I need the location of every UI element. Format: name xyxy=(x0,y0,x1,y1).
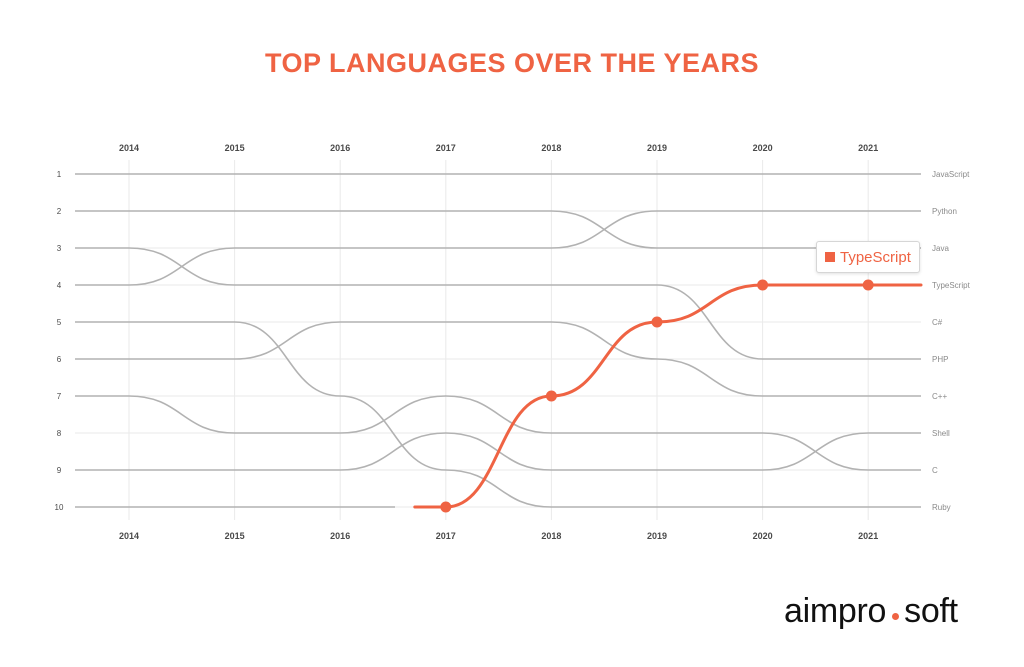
bottom-year-tick-label: 2017 xyxy=(436,531,456,541)
rank-tick-label: 3 xyxy=(57,244,62,253)
logo-text-part1: aimpro xyxy=(784,592,887,630)
series-end-label: Java xyxy=(932,244,949,253)
series-end-label: C# xyxy=(932,318,943,327)
tooltip-label: TypeScript xyxy=(840,248,911,266)
top-year-tick-label: 2017 xyxy=(436,143,456,153)
series-point-typescript xyxy=(862,279,874,291)
series-line-shell xyxy=(75,395,921,471)
series-point-typescript xyxy=(757,279,769,291)
top-year-tick-label: 2014 xyxy=(119,143,139,153)
series-point-typescript xyxy=(651,316,663,328)
rank-tick-label: 2 xyxy=(57,207,62,216)
bottom-year-tick-label: 2015 xyxy=(225,531,245,541)
rank-tick-label: 8 xyxy=(57,429,62,438)
brand-logo: aimpro soft xyxy=(784,592,958,631)
series-line-php xyxy=(75,321,921,508)
series-end-label: PHP xyxy=(932,355,948,364)
series-end-label: JavaScript xyxy=(932,170,970,179)
series-end-label: Python xyxy=(932,207,957,216)
rank-tick-label: 5 xyxy=(57,318,62,327)
bottom-year-tick-label: 2019 xyxy=(647,531,667,541)
bottom-year-tick-label: 2018 xyxy=(541,531,561,541)
series-line-python xyxy=(75,210,921,249)
top-year-tick-label: 2021 xyxy=(858,143,878,153)
series-end-label: Ruby xyxy=(932,503,951,512)
tooltip-swatch-icon xyxy=(825,252,835,262)
logo-dot-icon xyxy=(892,613,900,620)
rank-tick-label: 1 xyxy=(57,170,62,179)
rank-tick-label: 7 xyxy=(57,392,62,401)
series-line-csharp xyxy=(75,210,921,286)
series-point-typescript xyxy=(440,501,452,513)
chart-title: TOP LANGUAGES OVER THE YEARS xyxy=(264,48,760,78)
top-year-tick-label: 2015 xyxy=(225,143,245,153)
rank-tick-label: 6 xyxy=(57,355,62,364)
series-line-cpp xyxy=(75,321,921,397)
series-line-typescript xyxy=(413,283,923,509)
rank-tick-label: 4 xyxy=(57,281,62,290)
series-point-typescript xyxy=(545,390,557,402)
top-year-tick-label: 2019 xyxy=(647,143,667,153)
series-end-label: C++ xyxy=(932,392,947,401)
series-end-label: TypeScript xyxy=(932,281,971,290)
top-year-tick-label: 2018 xyxy=(541,143,561,153)
series-end-label: C xyxy=(932,466,938,475)
top-year-tick-label: 2020 xyxy=(753,143,773,153)
top-year-axis: 2014 2015 2016 2017 2018 2019 2020 2021 xyxy=(119,143,878,153)
top-year-tick-label: 2016 xyxy=(330,143,350,153)
grid-layer xyxy=(75,160,921,520)
bottom-year-tick-label: 2014 xyxy=(119,531,139,541)
rank-tick-label: 10 xyxy=(55,503,64,512)
bottom-year-tick-label: 2016 xyxy=(330,531,350,541)
rank-tick-label: 9 xyxy=(57,466,62,475)
language-labels: JavaScript Python Java TypeScript C# PHP C++ Sh… xyxy=(932,170,971,512)
bottom-year-axis: 2014 2015 2016 2017 2018 2019 2020 2021 xyxy=(119,531,878,541)
logo-text-part2: soft xyxy=(904,592,958,630)
bottom-year-tick-label: 2021 xyxy=(858,531,878,541)
series-layer xyxy=(75,173,921,508)
bottom-year-tick-label: 2020 xyxy=(753,531,773,541)
rank-axis: 1 2 3 4 5 6 7 8 9 10 xyxy=(55,170,64,512)
series-end-label: Shell xyxy=(932,429,950,438)
highlight-series-layer xyxy=(413,279,923,513)
series-line-java xyxy=(75,247,921,360)
series-tooltip: TypeScript xyxy=(816,241,920,273)
